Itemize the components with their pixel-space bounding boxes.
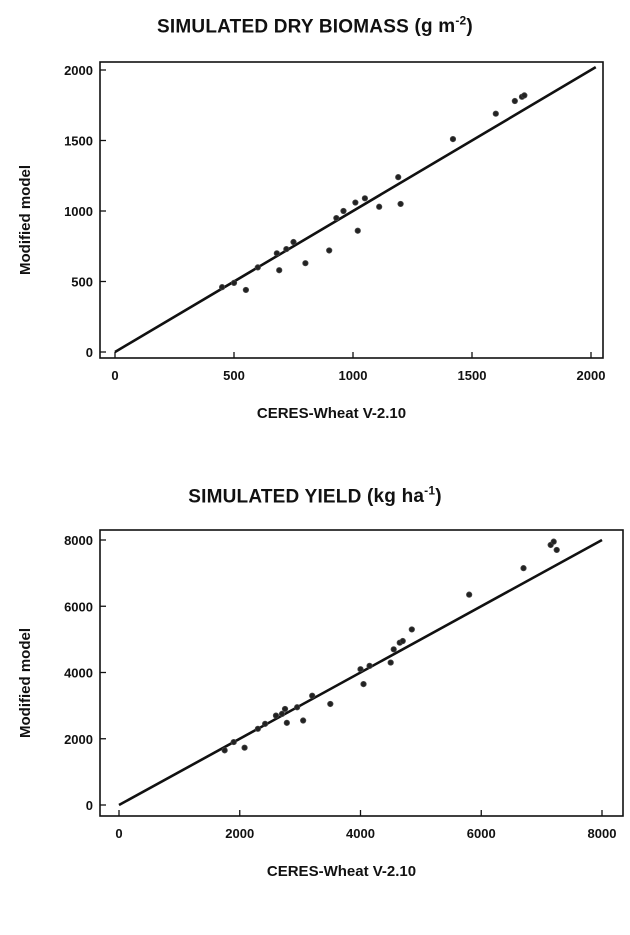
data-point [354, 227, 361, 234]
data-point [254, 725, 261, 732]
data-point [352, 199, 359, 206]
data-point [511, 97, 518, 105]
one-to-one-line [114, 66, 597, 354]
data-point [408, 626, 415, 633]
data-point [276, 267, 283, 274]
data-point [219, 284, 226, 291]
y-tick-label: 4000 [64, 666, 93, 681]
y-tick-label: 0 [86, 345, 93, 360]
data-point [302, 260, 309, 267]
chart-yield: SIMULATED YIELD (kg ha-1) 0 2000 4000 6000 8… [0, 470, 630, 935]
data-point [357, 666, 364, 673]
x-tick-label: 1000 [339, 368, 368, 383]
y-tick-label: 500 [71, 275, 93, 290]
data-point [326, 247, 333, 254]
y-tick-label: 2000 [64, 63, 93, 78]
chart-title-text: SIMULATED DRY BIOMASS [157, 16, 409, 38]
data-point [550, 538, 557, 545]
data-point [553, 546, 560, 554]
data-point [272, 712, 280, 719]
y-axis-label: Modified model [17, 165, 34, 275]
x-tick-label: 8000 [588, 826, 617, 841]
data-point [283, 245, 290, 253]
x-tick-label: 1500 [458, 368, 487, 383]
data-point [366, 662, 373, 669]
chart-title-unit-base: (g m [414, 16, 456, 38]
y-tick-label: 2000 [64, 732, 93, 747]
data-point [281, 705, 289, 713]
x-axis-label: CERES-Wheat V-2.10 [257, 405, 406, 422]
x-tick-label: 2000 [225, 826, 254, 841]
chart-title-unit-exponent: -1 [424, 484, 436, 498]
y-tick-label: 6000 [64, 599, 93, 614]
chart-title-text: SIMULATED YIELD [188, 486, 362, 508]
data-point [399, 637, 406, 645]
data-point [449, 135, 457, 143]
data-point [241, 744, 248, 751]
data-point [340, 207, 347, 215]
data-point [278, 710, 286, 718]
x-tick-label: 500 [223, 368, 245, 383]
data-point [309, 692, 316, 699]
data-point [262, 720, 269, 727]
x-tick-label: 2000 [577, 368, 606, 383]
y-tick-label: 1500 [64, 134, 93, 149]
data-point [273, 250, 280, 257]
data-point [360, 680, 367, 688]
data-point [283, 719, 290, 726]
y-tick-label: 8000 [64, 533, 93, 548]
chart-title-unit-base: (kg ha [367, 486, 425, 508]
x-tick-label: 0 [111, 368, 118, 383]
chart-title-unit-end: ) [466, 16, 473, 38]
data-point [294, 704, 301, 711]
data-point [387, 659, 394, 666]
y-axis-label: Modified model [17, 628, 34, 738]
data-point [397, 200, 404, 208]
x-tick-label: 0 [115, 826, 122, 841]
data-point [333, 214, 340, 222]
chart-dry-biomass: SIMULATED DRY BIOMASS (g m-2) 0 500 1000 15… [0, 0, 630, 440]
data-point [466, 591, 473, 598]
data-point [327, 700, 334, 708]
data-point [361, 195, 368, 202]
data-point [221, 747, 228, 754]
chart-title-unit: (g m-2) [414, 14, 473, 38]
x-tick-label: 4000 [346, 826, 375, 841]
chart-plot-svg: 0 500 1000 1500 2000 0 500 1000 1500 2000 CERES-Wh… [17, 61, 606, 422]
chart-title-unit-exponent: -2 [455, 14, 467, 28]
chart-title-unit: (kg ha-1) [367, 484, 442, 508]
data-point [395, 174, 402, 181]
chart-title: SIMULATED YIELD (kg ha-1) [0, 484, 630, 508]
chart-plot-svg: 0 2000 4000 6000 8000 0 2000 4000 6000 8000 CERES-… [17, 529, 624, 880]
data-point [290, 238, 297, 246]
data-point [242, 286, 249, 294]
plot-frame [99, 61, 604, 359]
data-point [254, 264, 261, 271]
data-point [300, 717, 307, 724]
data-point [230, 279, 238, 287]
chart-title: SIMULATED DRY BIOMASS (g m-2) [0, 14, 630, 38]
data-point [230, 738, 237, 746]
x-tick-label: 6000 [467, 826, 496, 841]
data-point [376, 203, 383, 210]
data-point [520, 565, 527, 572]
data-point [492, 110, 499, 117]
data-point [390, 646, 397, 653]
one-to-one-line [118, 538, 603, 807]
data-point [521, 92, 528, 99]
x-axis-label: CERES-Wheat V-2.10 [267, 863, 416, 880]
y-tick-label: 1000 [64, 204, 93, 219]
y-tick-label: 0 [86, 798, 93, 813]
chart-title-unit-end: ) [435, 486, 442, 508]
